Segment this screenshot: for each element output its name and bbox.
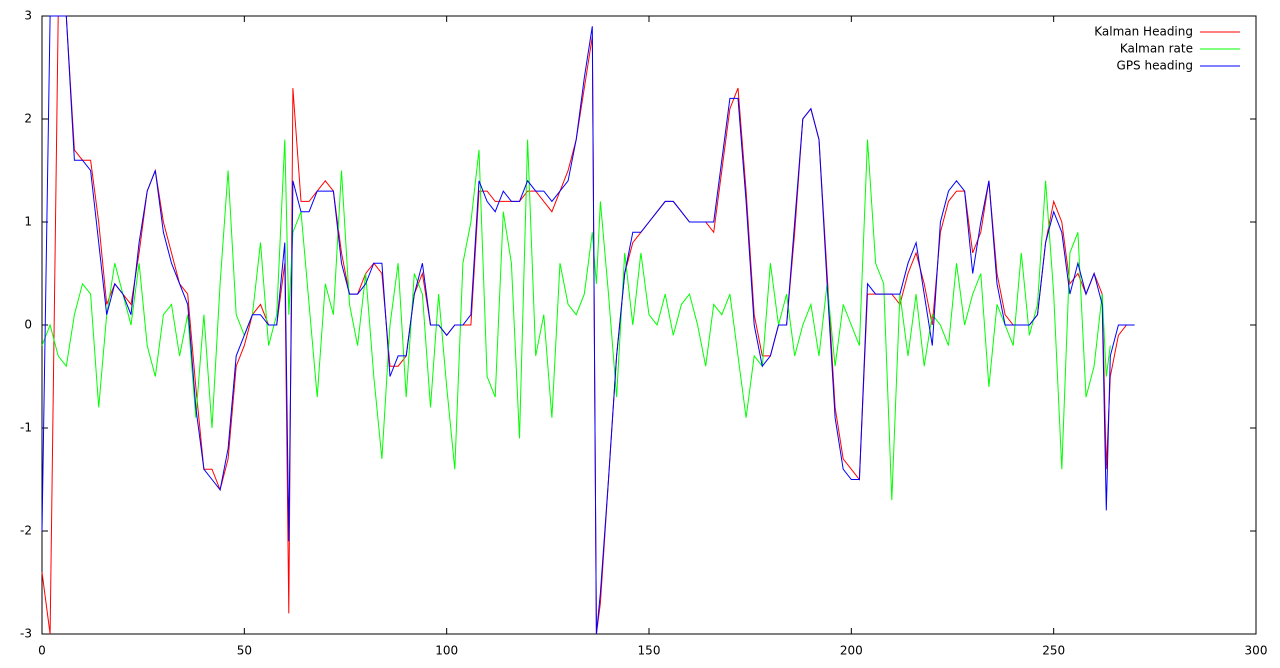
plot-border (41, 15, 1257, 635)
y-tick-label: -1 (20, 421, 32, 435)
x-tick-label: 100 (435, 644, 458, 658)
legend-label: Kalman rate (1120, 42, 1193, 56)
legend-label: Kalman Heading (1094, 25, 1193, 39)
x-tick-label: 150 (638, 644, 661, 658)
x-tick-label: 50 (237, 644, 252, 658)
x-tick-label: 250 (1042, 644, 1065, 658)
y-tick-label: 1 (24, 215, 32, 229)
series-line (41, 15, 1135, 635)
x-tick-label: 300 (1245, 644, 1268, 658)
legend-label: GPS heading (1117, 59, 1193, 73)
x-tick-label: 200 (840, 644, 863, 658)
y-tick-label: 2 (24, 112, 32, 126)
y-tick-label: -2 (20, 524, 32, 538)
y-tick-label: 0 (24, 318, 32, 332)
series-line (41, 139, 1111, 501)
y-tick-label: -3 (20, 627, 32, 641)
series-line (41, 15, 1135, 635)
x-tick-label: 0 (38, 644, 46, 658)
y-tick-label: 3 (24, 9, 32, 23)
